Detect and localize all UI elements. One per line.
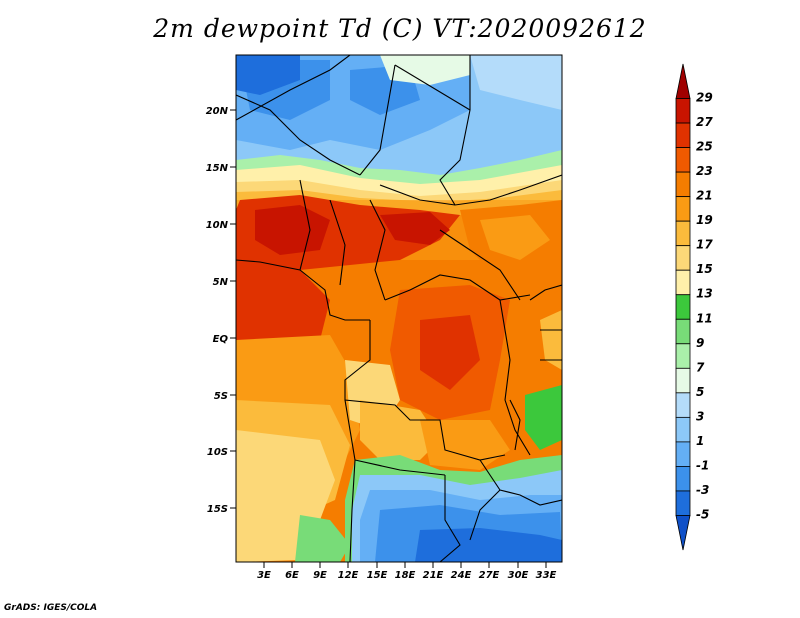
colorbar-segment xyxy=(675,466,691,492)
colorbar-label: 17 xyxy=(696,238,713,252)
lon-label: 30E xyxy=(508,570,529,581)
colorbar-segment xyxy=(675,294,691,320)
lon-label: 33E xyxy=(536,570,557,581)
colorbar-label: -3 xyxy=(696,483,709,497)
credit-label: GrADS: IGES/COLA xyxy=(4,603,98,613)
colorbar-label: 25 xyxy=(696,140,713,154)
colorbar-segment xyxy=(675,367,691,394)
colorbar-label: 15 xyxy=(696,262,713,276)
lat-label: 15N xyxy=(206,163,229,174)
lon-label: 9E xyxy=(313,570,327,581)
colorbar-label: -1 xyxy=(696,458,709,472)
colorbar-segment xyxy=(675,122,691,148)
lon-label: 15E xyxy=(367,570,388,581)
colorbar-segment xyxy=(675,318,691,345)
colorbar-label: 7 xyxy=(696,360,705,374)
lon-label: 24E xyxy=(451,570,472,581)
colorbar-label: 29 xyxy=(696,91,713,105)
plot-frame xyxy=(235,54,563,563)
colorbar-top-arrow xyxy=(675,63,691,99)
lon-label: 3E xyxy=(257,570,271,581)
colorbar-label: 21 xyxy=(696,189,713,203)
colorbar-label: 27 xyxy=(696,115,713,129)
colorbar-segment xyxy=(675,196,691,222)
colorbar-label: 23 xyxy=(696,164,713,178)
colorbar-segment xyxy=(675,98,691,124)
lat-label: 10N xyxy=(206,220,229,231)
colorbar: 29 27 25 23 21 19 17 15 13 11 9 7 5 3 1 -1 -3 -5 xyxy=(675,63,713,551)
lat-label: 15S xyxy=(207,504,228,515)
dewpoint-field xyxy=(236,55,562,562)
colorbar-label: 11 xyxy=(696,311,713,325)
lat-label: 5N xyxy=(213,277,229,288)
colorbar-segment xyxy=(675,392,691,418)
colorbar-segment xyxy=(675,416,691,443)
lat-label: 5S xyxy=(214,391,228,402)
colorbar-label: 5 xyxy=(696,385,704,399)
colorbar-segment xyxy=(675,171,691,198)
colorbar-label: 9 xyxy=(696,336,704,350)
colorbar-segment xyxy=(675,441,691,467)
map-title: 2m dewpoint Td (C) VT:2020092612 xyxy=(153,14,647,43)
lat-label: 10S xyxy=(207,447,228,458)
longitude-axis: 3E 6E 9E 12E 15E 18E 21E 24E 27E 30E 33E xyxy=(257,562,557,581)
country-borders xyxy=(236,55,562,562)
lon-label: 6E xyxy=(285,570,299,581)
lon-label: 21E xyxy=(423,570,444,581)
lat-label: 20N xyxy=(206,106,229,117)
lon-label: 27E xyxy=(479,570,500,581)
colorbar-segment xyxy=(675,343,691,369)
colorbar-segment xyxy=(675,490,691,516)
lat-label: EQ xyxy=(213,334,229,345)
lon-label: 18E xyxy=(395,570,416,581)
colorbar-segment xyxy=(675,220,691,247)
latitude-axis: 20N 15N 10N 5N EQ 5S 10S 15S xyxy=(206,106,236,515)
colorbar-label: 3 xyxy=(696,409,704,423)
colorbar-label: 13 xyxy=(696,287,713,301)
colorbar-label: 1 xyxy=(696,434,704,448)
colorbar-label: 19 xyxy=(696,213,713,227)
colorbar-segment xyxy=(675,269,691,296)
colorbar-label: -5 xyxy=(696,507,709,521)
colorbar-bottom-arrow xyxy=(675,515,691,551)
colorbar-segment xyxy=(675,147,691,173)
colorbar-segment xyxy=(675,245,691,271)
lon-label: 12E xyxy=(338,570,359,581)
